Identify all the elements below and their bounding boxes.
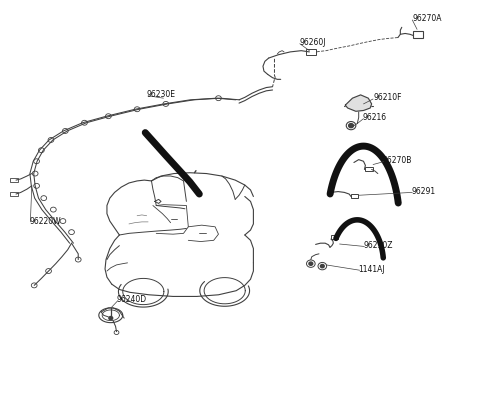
Text: 96290Z: 96290Z — [363, 241, 393, 250]
Circle shape — [348, 124, 353, 128]
Polygon shape — [345, 95, 372, 111]
Bar — [351, 194, 358, 198]
Bar — [365, 167, 372, 171]
Bar — [413, 31, 423, 37]
Bar — [10, 192, 18, 196]
Text: 96230E: 96230E — [147, 90, 176, 99]
Text: 96216: 96216 — [362, 113, 386, 122]
Bar — [331, 235, 338, 239]
Bar — [306, 49, 316, 55]
Text: 96270B: 96270B — [383, 156, 412, 165]
Bar — [10, 178, 18, 182]
Circle shape — [309, 262, 313, 266]
Text: 96210F: 96210F — [373, 93, 402, 102]
Text: 96270A: 96270A — [412, 14, 442, 23]
Circle shape — [109, 316, 113, 320]
Text: 96220W: 96220W — [29, 217, 61, 226]
Text: 1141AJ: 1141AJ — [359, 265, 385, 274]
Circle shape — [321, 265, 324, 268]
Text: 96240D: 96240D — [117, 295, 147, 304]
Text: 96260J: 96260J — [300, 38, 326, 47]
Text: 96291: 96291 — [411, 187, 435, 196]
